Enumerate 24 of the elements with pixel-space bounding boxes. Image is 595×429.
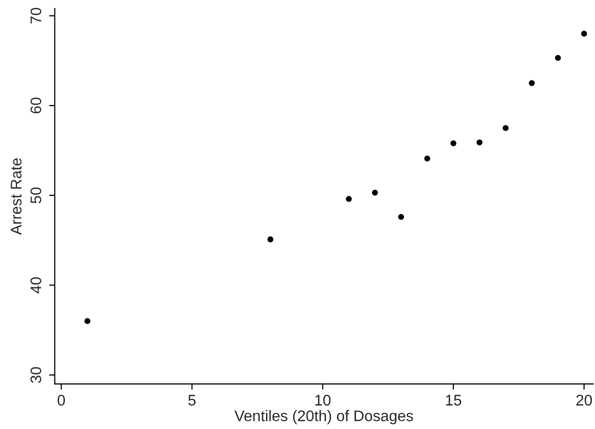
point [424,156,430,162]
point [581,30,588,37]
x-tick-label: 10 [315,394,331,406]
point [372,190,378,196]
point [450,140,456,146]
point [267,236,274,242]
point [476,139,482,146]
y-tick-label: 70 [30,8,42,24]
point [502,125,509,131]
x-tick-label: 15 [446,394,462,406]
y-tick-label: 30 [30,367,42,383]
x-axis-title: Ventiles (20th) of Dosages [234,410,414,424]
x-tick-label: 0 [58,394,65,406]
point [528,80,535,86]
y-axis-title: Arrest Rate [10,158,22,235]
y-tick-label: 50 [30,187,42,204]
y-tick-label: 40 [30,277,42,294]
y-tick-label: 60 [30,98,42,114]
point [554,55,561,61]
point [84,318,90,324]
point [346,196,352,202]
x-tick-label: 5 [188,394,196,406]
x-tick-label: 20 [576,394,592,406]
point [398,214,404,220]
